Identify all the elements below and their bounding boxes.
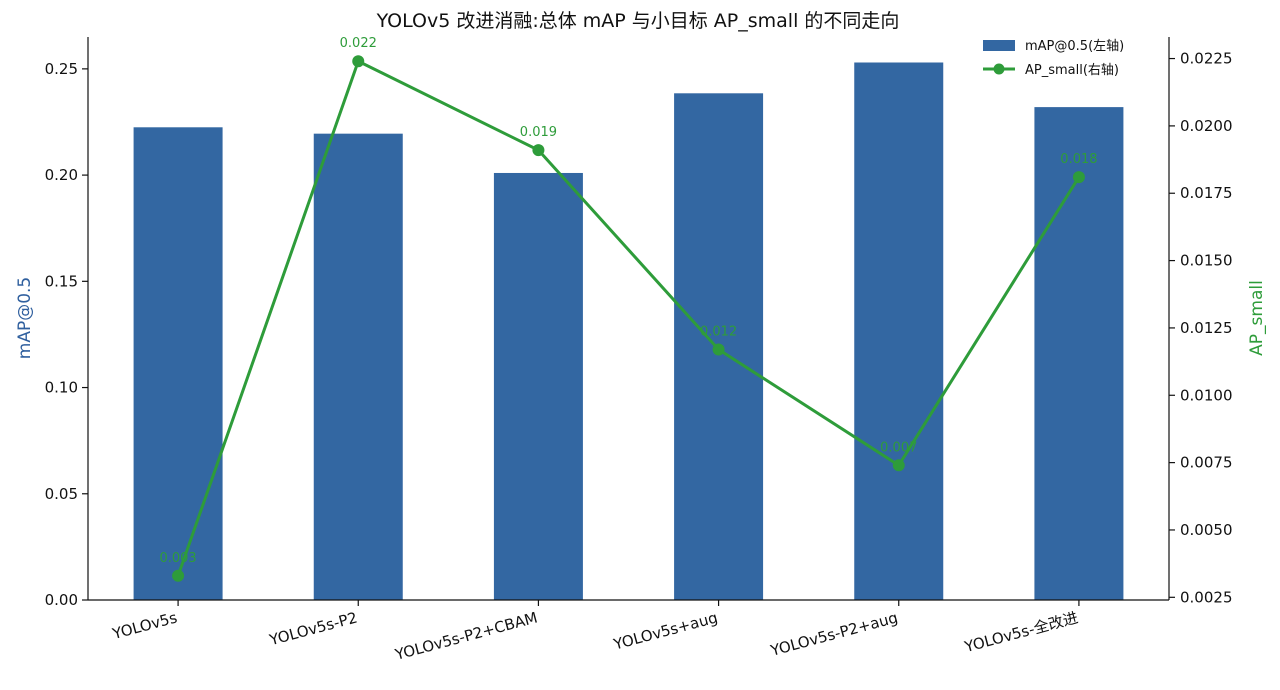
ap-small-point-5 — [1072, 171, 1085, 184]
bar-5 — [1034, 107, 1124, 600]
x-tick-label-1: YOLOv5s-P2 — [267, 608, 360, 649]
bar-1 — [313, 133, 403, 601]
right-y-ticks: 0.0025 0.0050 0.0075 0.0100 0.0125 0.0150 0.01… — [1169, 50, 1233, 606]
right-tick-label-7: 0.0200 — [1180, 117, 1233, 135]
left-y-axis-label: mAP@0.5 — [15, 277, 35, 359]
ap-small-line — [176, 59, 1081, 577]
left-tick-label-0: 0.00 — [45, 591, 78, 609]
right-tick-label-4: 0.0125 — [1180, 319, 1233, 337]
left-tick-label-3: 0.15 — [45, 272, 78, 290]
right-tick-label-5: 0.0150 — [1180, 252, 1233, 270]
ap-small-point-1 — [352, 55, 365, 68]
right-y-axis-label: AP_small — [1247, 280, 1267, 356]
ap-small-data-label-5: 0.018 — [1060, 152, 1097, 167]
bar-4 — [854, 62, 944, 601]
x-tick-label-4: YOLOv5s-P2+aug — [768, 608, 900, 660]
legend: mAP@0.5(左轴) AP_small(右轴) — [983, 39, 1124, 78]
line-layer: 0.003 0.022 0.019 0.012 0.007 0.018 — [159, 36, 1098, 582]
x-tick-label-3: YOLOv5s+aug — [611, 608, 720, 653]
ap-small-data-label-2: 0.019 — [520, 125, 557, 140]
ap-small-point-2 — [532, 144, 545, 157]
right-tick-label-1: 0.0050 — [1180, 521, 1233, 539]
left-tick-label-1: 0.05 — [45, 485, 78, 503]
ap-small-data-label-1: 0.022 — [340, 36, 377, 51]
bar-0 — [133, 127, 223, 600]
right-tick-label-2: 0.0075 — [1180, 454, 1233, 472]
axes-layer — [87, 37, 1170, 601]
legend-swatch-bar — [983, 40, 1015, 51]
chart-title: YOLOv5 改进消融:总体 mAP 与小目标 AP_small 的不同走向 — [376, 10, 900, 32]
right-tick-label-6: 0.0175 — [1180, 184, 1233, 202]
x-ticks: YOLOv5s YOLOv5s-P2 YOLOv5s-P2+CBAM YOLOv5s+… — [110, 600, 1080, 664]
left-tick-label-4: 0.20 — [45, 166, 78, 184]
x-tick-label-2: YOLOv5s-P2+CBAM — [392, 608, 539, 664]
right-tick-label-0: 0.0025 — [1180, 588, 1233, 606]
legend-label-line: AP_small(右轴) — [1025, 63, 1119, 78]
ap-small-data-label-4: 0.007 — [880, 440, 917, 455]
left-tick-label-2: 0.10 — [45, 379, 78, 397]
legend-swatch-marker — [993, 63, 1005, 75]
ap-small-data-label-3: 0.012 — [700, 324, 737, 339]
x-tick-label-0: YOLOv5s — [110, 608, 180, 643]
right-tick-label-8: 0.0225 — [1180, 50, 1233, 68]
bar-2 — [493, 172, 583, 600]
right-tick-label-3: 0.0100 — [1180, 386, 1233, 404]
ap-small-point-3 — [712, 343, 725, 356]
ap-small-point-0 — [172, 569, 185, 582]
bars-layer — [133, 62, 1124, 601]
x-tick-label-5: YOLOv5s-全改进 — [962, 608, 1080, 656]
left-y-ticks: 0.00 0.05 0.10 0.15 0.20 0.25 — [45, 60, 88, 609]
left-tick-label-5: 0.25 — [45, 60, 78, 78]
ap-small-point-4 — [892, 459, 905, 472]
legend-label-bar: mAP@0.5(左轴) — [1025, 39, 1124, 54]
ap-small-data-label-0: 0.003 — [159, 551, 196, 566]
